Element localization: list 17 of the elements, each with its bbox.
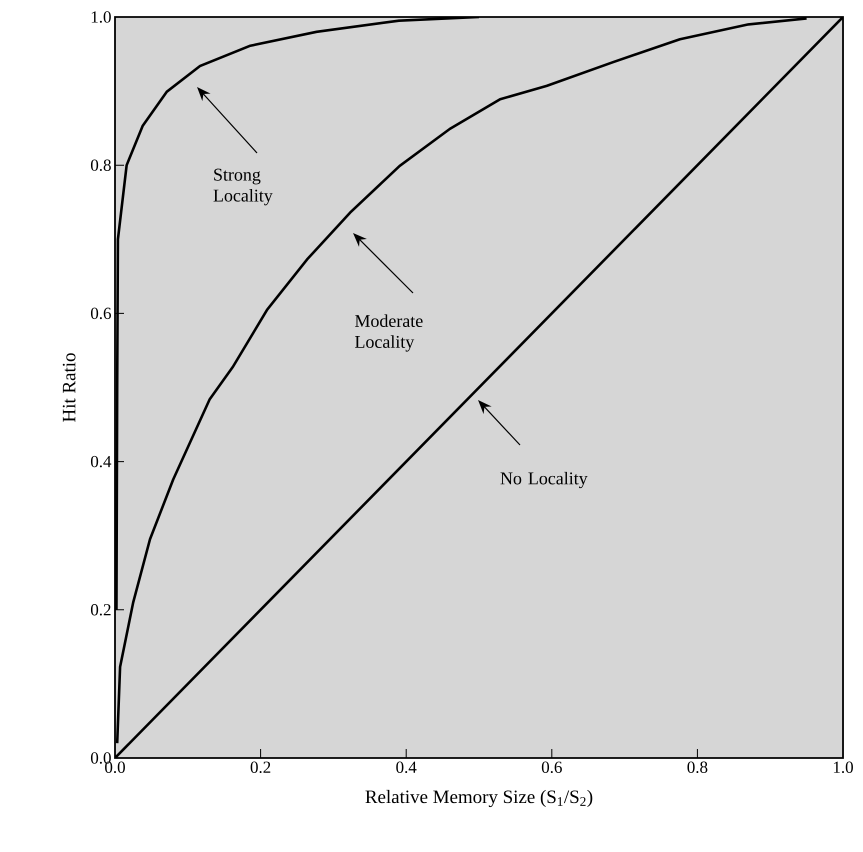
y-tick-label: 0.8	[90, 159, 111, 171]
y-tick-label: 0.4	[90, 456, 112, 468]
y-tick-label: 0.6	[90, 308, 111, 320]
annotation: Strong Locality	[214, 168, 273, 206]
x-tick-label: 0.4	[396, 762, 417, 774]
annotation: No Locality	[500, 472, 588, 488]
y-tick-label: 0.2	[90, 604, 111, 616]
x-tick-label: 0.0	[105, 762, 125, 774]
y-tick-label: 0.0	[90, 752, 111, 764]
x-tick-label: 1.0	[834, 762, 853, 774]
annotation: Moderate Locality	[355, 314, 423, 352]
x-tick-label: 0.2	[250, 762, 270, 774]
x-axis-title: Relative Memory Size (S$_{1}$/S$_{2}$)	[365, 790, 592, 808]
y-axis-title: Hit Ratio	[62, 353, 76, 422]
x-tick-label: 0.6	[542, 762, 562, 774]
y-tick-label: 1.0	[92, 11, 111, 23]
x-tick-label: 0.8	[687, 762, 708, 774]
